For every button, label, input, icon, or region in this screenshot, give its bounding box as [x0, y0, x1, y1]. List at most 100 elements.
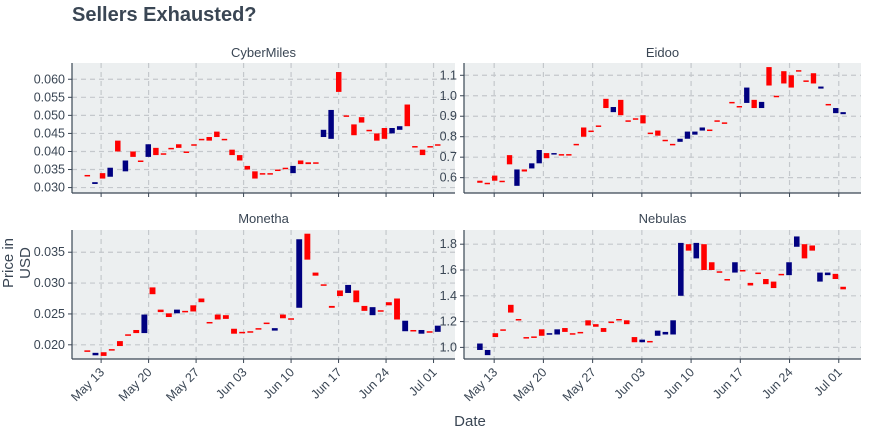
candle	[685, 244, 692, 251]
candle	[832, 273, 839, 280]
candle	[708, 262, 715, 270]
candle	[358, 117, 365, 123]
candle	[297, 160, 304, 165]
candle	[809, 245, 816, 251]
candle	[282, 167, 289, 170]
candle	[608, 321, 615, 324]
candle	[677, 138, 683, 142]
candle	[304, 233, 311, 260]
candle	[515, 319, 522, 321]
candle	[426, 331, 433, 333]
candle	[484, 182, 490, 185]
candle	[766, 67, 772, 86]
candle	[320, 284, 327, 286]
candle	[404, 104, 411, 127]
candle	[84, 174, 91, 177]
x-tick-label: May 13	[461, 365, 500, 404]
candle	[514, 169, 520, 186]
candle	[543, 153, 550, 159]
y-tick-label: 1.8	[440, 237, 457, 251]
candle	[600, 328, 607, 332]
candle	[521, 169, 528, 172]
candle	[107, 167, 113, 177]
candle	[369, 307, 376, 316]
candle	[755, 272, 761, 275]
candle	[337, 290, 343, 297]
candle	[427, 146, 433, 148]
candle	[531, 336, 537, 338]
y-tick-label: 0.045	[34, 126, 65, 140]
candle	[670, 320, 676, 335]
candle	[410, 329, 417, 332]
candle	[721, 122, 728, 124]
x-tick-label: Jun 10	[661, 365, 697, 401]
y-tick-label: 0.035	[34, 163, 65, 177]
candle	[236, 155, 243, 161]
candle	[99, 173, 106, 179]
candle	[141, 314, 148, 334]
candle	[133, 329, 140, 334]
candle	[810, 73, 817, 84]
candle	[305, 162, 311, 165]
candle	[714, 120, 720, 122]
candle	[434, 325, 441, 332]
candle	[381, 128, 388, 139]
candle	[566, 154, 572, 156]
candle	[115, 140, 121, 152]
candle	[396, 126, 403, 130]
candle	[833, 108, 839, 114]
candle	[168, 147, 174, 150]
candle	[770, 281, 777, 289]
candle	[328, 109, 334, 139]
candle	[100, 352, 107, 356]
panel-title: Eidoo	[646, 45, 679, 60]
candle	[729, 101, 735, 104]
y-tick-label: 0.025	[34, 307, 65, 321]
candle	[252, 171, 258, 179]
candle	[647, 340, 653, 343]
candle	[231, 328, 237, 334]
y-tick-label: 0.060	[34, 72, 65, 86]
candle	[736, 105, 743, 108]
candle	[707, 129, 713, 132]
candle	[343, 115, 350, 117]
candle	[778, 273, 785, 276]
candle	[623, 320, 630, 325]
y-tick-label: 0.035	[34, 245, 65, 259]
x-tick-label: Jun 03	[213, 365, 249, 401]
candle	[625, 120, 631, 122]
panel-background	[464, 230, 861, 359]
candle	[247, 331, 254, 333]
candle	[84, 350, 91, 352]
candle	[554, 329, 560, 335]
candle	[191, 144, 197, 146]
candle	[499, 180, 505, 183]
x-tick-label: Jun 10	[261, 365, 297, 401]
y-tick-label: 1.4	[440, 289, 457, 303]
candle	[669, 143, 676, 146]
x-tick-label: Jun 17	[308, 365, 344, 401]
candle	[165, 313, 172, 318]
candle	[108, 349, 115, 351]
candle	[145, 144, 152, 157]
candle	[275, 169, 281, 172]
candle	[351, 124, 357, 136]
candle	[244, 165, 251, 170]
candle	[149, 287, 156, 295]
candle	[279, 314, 286, 319]
candle	[214, 314, 221, 320]
candle	[255, 328, 262, 330]
candle	[160, 153, 167, 155]
y-tick-label: 1.0	[440, 89, 457, 103]
candle	[182, 310, 189, 313]
candle	[678, 242, 684, 296]
candle	[788, 75, 794, 88]
candle	[603, 98, 609, 109]
candle	[419, 149, 426, 156]
candle	[724, 279, 730, 281]
candle	[288, 318, 295, 320]
candle	[206, 137, 212, 141]
y-tick-label: 0.8	[440, 130, 457, 144]
candle	[639, 339, 645, 343]
chart-title: Sellers Exhausted?	[72, 4, 257, 26]
